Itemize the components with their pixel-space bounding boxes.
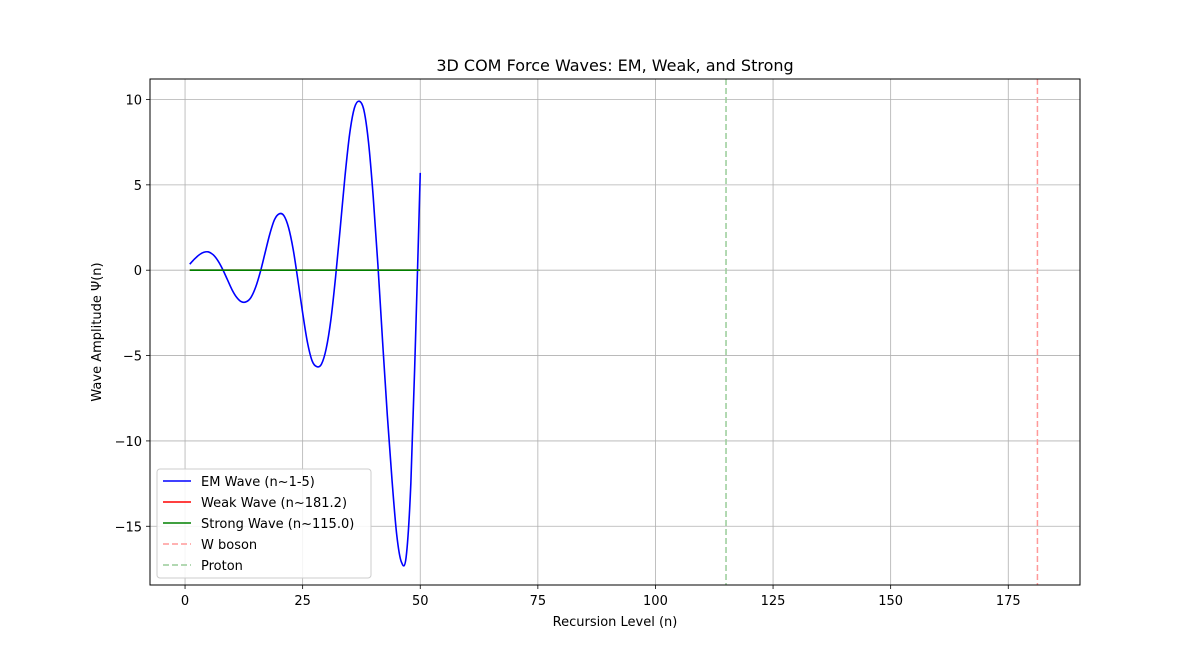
- y-tick-label: −15: [115, 520, 142, 535]
- x-tick-label: 175: [996, 594, 1021, 609]
- legend-label: EM Wave (n~1-5): [201, 475, 315, 490]
- axes-frame: [149, 78, 1081, 586]
- legend-label: Proton: [201, 559, 243, 574]
- x-tick-label: 50: [412, 594, 429, 609]
- plot-area: [189, 79, 1039, 585]
- x-tick-label: 125: [761, 594, 786, 609]
- x-tick-label: 75: [530, 594, 547, 609]
- series-line-em: [189, 100, 422, 567]
- chart-title: 3D COM Force Waves: EM, Weak, and Strong: [436, 56, 793, 75]
- axis-ticks: 0 25 50 75 100 125 150 175 −15 −10 −5 0 5 10: [115, 93, 1021, 609]
- legend-label: Strong Wave (n~115.0): [201, 517, 354, 532]
- x-tick-label: 150: [878, 594, 903, 609]
- legend: EM Wave (n~1-5) Weak Wave (n~181.2) Strong…: [156, 468, 372, 579]
- y-tick-label: 0: [134, 264, 142, 279]
- y-tick-label: −5: [123, 350, 142, 365]
- legend-box: [156, 468, 372, 579]
- legend-label: Weak Wave (n~181.2): [201, 496, 347, 511]
- legend-label: W boson: [201, 538, 257, 553]
- y-tick-label: 5: [134, 179, 142, 194]
- y-tick-label: −10: [115, 435, 142, 450]
- x-axis-label: Recursion Level (n): [553, 615, 678, 630]
- x-tick-label: 100: [643, 594, 668, 609]
- y-axis-label: Wave Amplitude Ψ(n): [90, 262, 105, 401]
- x-tick-label: 0: [181, 594, 189, 609]
- x-tick-label: 25: [294, 594, 311, 609]
- y-tick-label: 10: [125, 93, 142, 108]
